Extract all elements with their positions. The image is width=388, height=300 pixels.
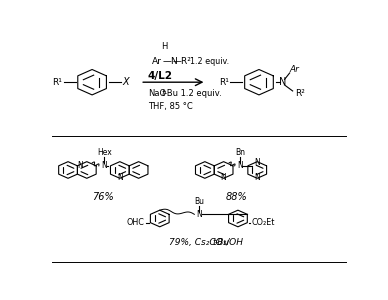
Text: Ar: Ar (152, 57, 162, 66)
Text: -BuOH: -BuOH (215, 238, 244, 247)
Text: t: t (212, 238, 216, 247)
Text: 4/L2: 4/L2 (148, 71, 173, 81)
Text: X: X (122, 77, 129, 87)
Text: N: N (196, 210, 202, 219)
Text: H: H (161, 42, 168, 51)
Text: CO₂Et: CO₂Et (252, 218, 275, 227)
Text: THF, 85 °C: THF, 85 °C (148, 102, 192, 111)
Text: Bu: Bu (194, 196, 204, 206)
Text: R²: R² (295, 89, 305, 98)
Text: R¹: R¹ (52, 78, 62, 87)
Text: N: N (255, 172, 260, 182)
Text: OHC: OHC (126, 218, 144, 227)
Text: N: N (255, 158, 260, 167)
Text: 76%: 76% (92, 191, 114, 202)
Text: R¹: R¹ (219, 78, 229, 87)
Text: -Bu 1.2 equiv.: -Bu 1.2 equiv. (164, 89, 222, 98)
Text: N: N (77, 161, 83, 170)
Text: NaO: NaO (148, 89, 166, 98)
Text: 1.2 equiv.: 1.2 equiv. (185, 57, 229, 66)
Text: Bn: Bn (235, 148, 245, 157)
Text: 88%: 88% (225, 191, 247, 202)
Text: N: N (101, 161, 107, 170)
Text: t: t (161, 89, 165, 98)
Text: —R²: —R² (172, 57, 191, 66)
Text: N: N (237, 161, 243, 170)
Text: N: N (117, 172, 123, 182)
Text: 79%, Cs₂CO₃/: 79%, Cs₂CO₃/ (169, 238, 229, 247)
Text: Hex: Hex (97, 148, 112, 157)
Text: Ar: Ar (289, 65, 299, 74)
Text: N: N (279, 77, 286, 87)
Text: N: N (221, 172, 227, 182)
Text: —N: —N (162, 57, 178, 66)
